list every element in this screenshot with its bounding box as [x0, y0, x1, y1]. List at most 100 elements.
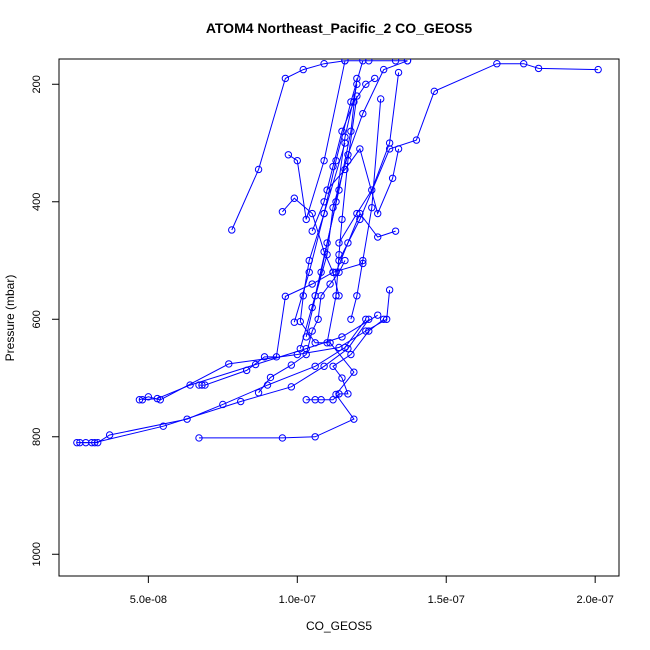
chart-title: ATOM4 Northeast_Pacific_2 CO_GEOS5	[206, 20, 473, 36]
data-point	[308, 227, 316, 235]
data-point	[379, 315, 388, 323]
data-point	[290, 194, 299, 202]
data-point	[272, 353, 281, 361]
data-point	[260, 353, 269, 361]
data-point	[385, 286, 394, 294]
x-axis-label: CO_GEOS5	[306, 619, 372, 633]
data-point	[242, 366, 251, 375]
data-point	[254, 165, 263, 174]
x-tick-label: 1.0e-07	[279, 594, 316, 606]
profile-series	[347, 95, 385, 323]
data-point	[320, 198, 328, 206]
data-point	[323, 186, 331, 194]
data-point	[353, 92, 361, 100]
profile-line	[338, 63, 599, 261]
data-point	[311, 362, 319, 370]
data-point	[88, 438, 96, 447]
data-point	[287, 361, 296, 369]
x-tick-label: 2.0e-07	[577, 594, 614, 606]
y-tick-label: 1000	[31, 542, 43, 566]
data-point	[341, 133, 349, 141]
data-point	[317, 396, 325, 404]
data-point	[362, 80, 370, 88]
data-point	[76, 438, 84, 447]
profile-series	[308, 59, 412, 312]
profile-line	[338, 72, 400, 244]
data-point	[251, 360, 260, 369]
data-point	[302, 350, 310, 359]
data-point	[311, 433, 319, 441]
data-point	[314, 315, 322, 323]
profile-line	[350, 98, 382, 320]
data-point	[266, 373, 275, 382]
data-point	[359, 59, 367, 65]
data-point	[391, 59, 400, 65]
data-point	[320, 60, 328, 68]
data-point	[329, 162, 337, 171]
data-point	[347, 127, 355, 135]
x-axis: 5.0e-08 1.0e-07 1.5e-07 2.0e-07	[130, 576, 614, 606]
data-point	[344, 344, 352, 353]
data-point	[391, 227, 400, 235]
profile-series	[284, 59, 349, 224]
data-point	[347, 315, 355, 323]
profile-line	[231, 60, 408, 231]
data-point	[359, 256, 367, 265]
data-point	[430, 87, 439, 96]
data-point	[329, 203, 337, 212]
data-point	[412, 136, 421, 144]
data-point	[105, 431, 114, 439]
data-point	[302, 396, 310, 404]
data-point	[534, 64, 543, 73]
data-point	[353, 80, 361, 88]
profile-line	[311, 77, 375, 232]
y-axis: 200 400 600 800 1000	[31, 75, 59, 567]
data-point	[338, 127, 346, 135]
data-point	[377, 95, 385, 103]
data-point	[365, 327, 373, 335]
data-point	[153, 394, 161, 403]
data-point	[144, 393, 153, 401]
data-point	[320, 156, 328, 165]
profile-series	[323, 92, 361, 347]
data-point	[290, 318, 299, 326]
data-point	[323, 339, 331, 347]
profile-line	[142, 314, 378, 401]
data-point	[320, 362, 328, 370]
data-point	[353, 292, 361, 300]
data-point	[91, 438, 99, 447]
data-point	[308, 280, 316, 288]
data-point	[195, 434, 203, 442]
y-tick-label: 200	[31, 75, 43, 93]
profile-series	[195, 259, 367, 389]
data-point	[332, 292, 340, 300]
data-point	[198, 381, 206, 389]
data-point	[225, 360, 233, 368]
data-point	[356, 145, 364, 153]
data-point	[278, 434, 287, 442]
data-point	[302, 333, 310, 341]
data-point	[335, 239, 343, 247]
data-point	[329, 362, 337, 370]
data-point	[338, 215, 346, 224]
data-point	[374, 311, 382, 319]
data-point	[254, 389, 263, 397]
data-point	[287, 383, 296, 391]
profile-line	[311, 60, 408, 308]
profile-line	[306, 318, 385, 401]
data-point	[305, 268, 313, 276]
data-point	[350, 98, 358, 106]
data-point	[281, 292, 290, 301]
data-point	[228, 226, 236, 234]
profile-line	[326, 147, 400, 216]
data-point	[350, 415, 358, 423]
y-tick-label: 400	[31, 193, 43, 211]
data-point	[353, 74, 361, 83]
data-point	[299, 65, 307, 74]
profile-line	[335, 212, 396, 273]
data-point	[344, 156, 352, 165]
data-point	[356, 209, 364, 218]
data-point	[308, 327, 316, 335]
